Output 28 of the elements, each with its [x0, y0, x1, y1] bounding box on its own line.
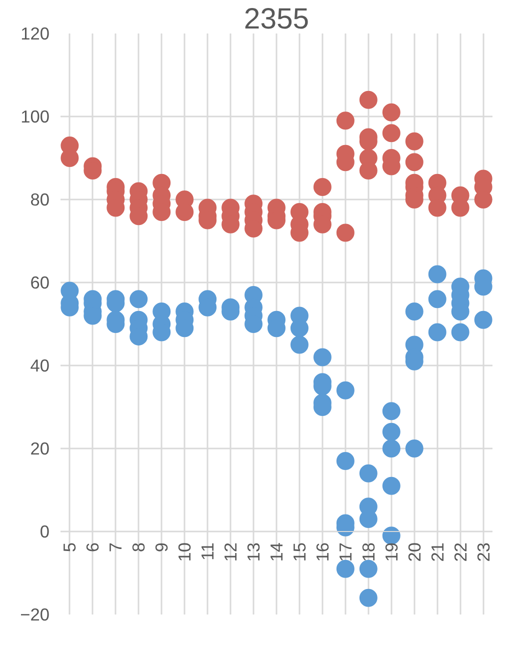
x-tick-label: 11 — [198, 542, 218, 560]
x-tick-label: 16 — [312, 542, 332, 562]
x-tick-label: 21 — [427, 542, 448, 562]
x-tick-label: 15 — [289, 542, 310, 562]
y-tick-label: 120 — [20, 24, 50, 44]
y-tick-label: 0 — [40, 522, 50, 542]
x-tick-label: 10 — [174, 542, 195, 562]
x-tick-label: 9 — [152, 542, 172, 552]
x-tick-label: 23 — [473, 542, 494, 562]
x-tick-label: 6 — [82, 542, 103, 552]
y-tick-label: 80 — [30, 190, 50, 210]
y-tick-label: −20 — [20, 604, 50, 624]
x-tick-label: 22 — [450, 542, 470, 562]
x-tick-label: 14 — [266, 542, 286, 562]
x-tick-label: 19 — [381, 542, 402, 562]
y-tick-label: 60 — [30, 272, 50, 292]
x-tick-label: 5 — [60, 542, 80, 552]
x-tick-label: 20 — [404, 542, 424, 562]
x-tick-label: 12 — [220, 542, 241, 562]
y-tick-label: 100 — [20, 106, 50, 126]
x-tick-label: 18 — [358, 542, 378, 562]
chart-title: 2355 — [244, 2, 310, 36]
x-tick-label: 13 — [244, 542, 264, 562]
y-tick-label: 40 — [30, 356, 50, 376]
x-tick-label: 7 — [106, 542, 126, 552]
x-tick-label: 8 — [128, 542, 149, 552]
y-tick-label: 20 — [30, 438, 50, 458]
x-tick-label: 17 — [335, 542, 356, 562]
